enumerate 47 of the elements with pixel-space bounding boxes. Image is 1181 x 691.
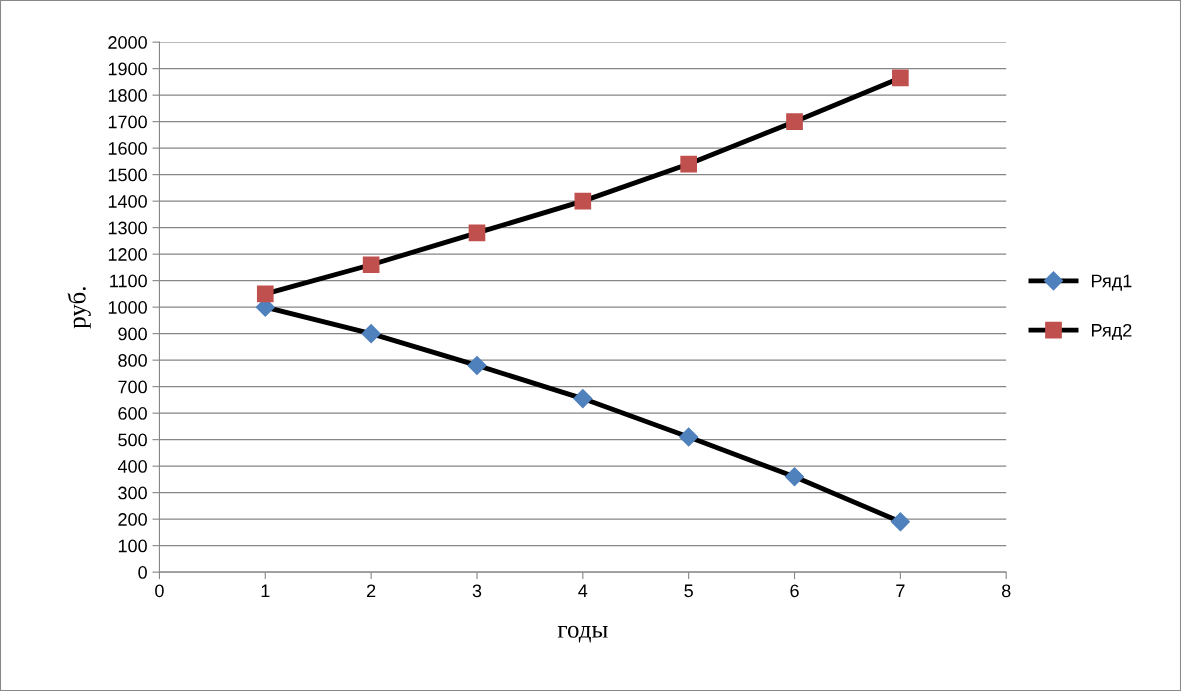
- point: [362, 256, 380, 274]
- y-tick-label: 1400: [108, 195, 147, 208]
- y-tick-label: 1700: [108, 115, 147, 129]
- x-tick-label: 3: [472, 584, 482, 598]
- y-tick-label: 1100: [110, 274, 147, 288]
- y-tick-label: 1200: [108, 248, 147, 261]
- point: [361, 324, 381, 344]
- x-tick-label: 6: [790, 584, 799, 598]
- y-tick-label: 1500: [108, 168, 147, 182]
- point: [574, 192, 592, 210]
- point: [468, 224, 486, 242]
- y-tick-label: 1600: [108, 142, 147, 155]
- point: [679, 427, 699, 447]
- legend-label: Ряд2: [1091, 323, 1132, 341]
- y-tick-label: 2000: [108, 36, 147, 49]
- point: [890, 512, 910, 532]
- y-tick-label: 1900: [108, 62, 147, 76]
- y-tick-label: 0: [138, 566, 147, 579]
- y-tick-label: 100: [118, 539, 147, 553]
- y-axis-title: руб.: [67, 287, 91, 329]
- y-tick-label: 900: [118, 327, 147, 341]
- y-tick-label: 1300: [108, 221, 147, 235]
- y-tick-label: 500: [118, 433, 147, 447]
- x-tick-label: 1: [261, 584, 270, 598]
- point: [892, 69, 909, 87]
- x-tick-label: 7: [896, 584, 905, 598]
- x-axis-title: годы: [557, 625, 608, 643]
- x-tick-label: 8: [1001, 584, 1011, 598]
- x-tick-label: 4: [578, 584, 588, 598]
- point: [786, 113, 803, 130]
- x-tick-label: 5: [684, 584, 693, 598]
- legend-label: Ряд1: [1091, 274, 1132, 291]
- point: [680, 155, 698, 173]
- y-tick-label: 700: [118, 380, 147, 394]
- x-tick-label: 0: [155, 584, 164, 598]
- point: [784, 467, 805, 487]
- y-tick-label: 800: [118, 354, 147, 367]
- x-tick-label: 2: [367, 584, 376, 598]
- y-tick-label: 200: [118, 513, 147, 526]
- y-tick-label: 400: [117, 460, 147, 473]
- y-tick-label: 600: [118, 407, 147, 420]
- point: [256, 285, 274, 303]
- y-tick-label: 1800: [108, 89, 147, 102]
- y-tick-label: 300: [118, 486, 147, 500]
- point: [467, 355, 487, 375]
- y-tick-label: 1000: [108, 301, 147, 314]
- point: [573, 389, 593, 409]
